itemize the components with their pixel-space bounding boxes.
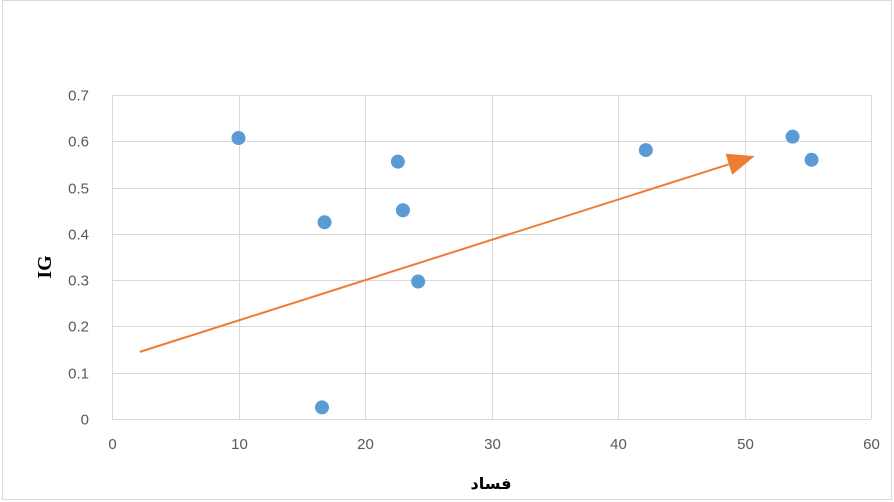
data-point <box>317 215 332 230</box>
trend-arrow-group <box>139 153 755 353</box>
y-tick-label: 0.6 <box>68 134 89 151</box>
data-point <box>638 143 653 158</box>
data-point <box>411 274 426 289</box>
gridlines <box>112 95 872 420</box>
trend-arrow-head <box>725 153 755 175</box>
data-point <box>314 400 329 415</box>
x-tick-label: 20 <box>357 436 374 453</box>
y-tick-label: 0.7 <box>68 88 89 105</box>
y-tick-label: 0 <box>81 412 89 429</box>
data-point <box>804 152 819 167</box>
y-tick-label: 0.4 <box>68 227 89 244</box>
y-tick-label: 0.5 <box>68 181 89 198</box>
y-tick-label: 0.3 <box>68 273 89 290</box>
y-tick-label: 0.1 <box>68 366 89 383</box>
x-tick-label: 50 <box>737 436 754 453</box>
data-points <box>231 129 819 415</box>
data-point <box>785 129 800 144</box>
x-tick-label: 40 <box>610 436 627 453</box>
x-tick-label: 10 <box>231 436 248 453</box>
y-tick-label: 0.2 <box>68 319 89 336</box>
y-axis-title: IG <box>34 255 56 279</box>
x-tick-label: 30 <box>484 436 501 453</box>
data-point <box>231 131 246 146</box>
x-tick-label: 0 <box>108 436 116 453</box>
data-point <box>395 203 410 218</box>
data-point <box>390 154 405 169</box>
tick-labels: 0 0.1 0.2 0.3 0.4 0.5 0.6 0.7 0 10 20 30 40 50 60 <box>68 88 880 454</box>
x-axis-title: فساد <box>471 474 512 493</box>
trend-arrow-line <box>139 163 730 353</box>
x-tick-label: 60 <box>863 436 880 453</box>
